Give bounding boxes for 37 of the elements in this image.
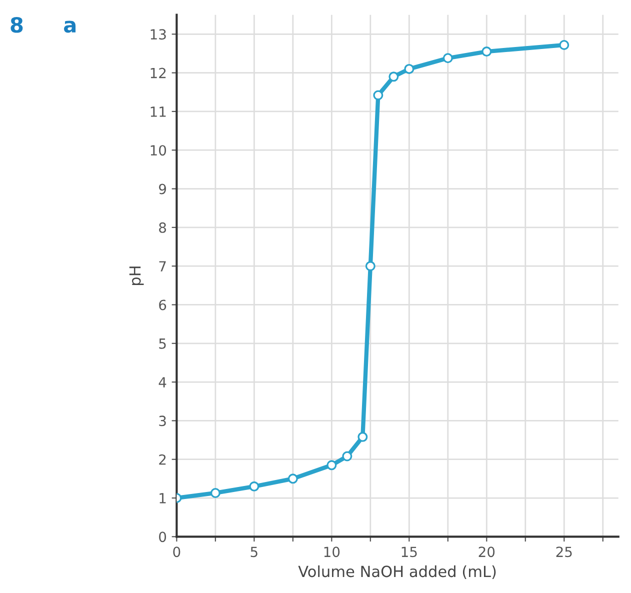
y-tick-label: 11 [150, 106, 166, 117]
point [326, 460, 337, 470]
x-axis-title: Volume NaOH added (mL) [298, 565, 496, 580]
point [373, 90, 384, 100]
y-tick-label: 10 [150, 145, 166, 156]
y-tick-label: 1 [160, 493, 166, 504]
point [249, 481, 260, 492]
point [388, 72, 399, 82]
x-tick-label: 10 [324, 546, 340, 558]
y-tick-label: 8 [159, 222, 166, 233]
point [210, 488, 220, 498]
y-tick-label: 2 [159, 454, 166, 465]
x-tick-label: 0 [173, 546, 180, 558]
y-tick-label: 3 [159, 416, 166, 426]
y-tick-label: 12 [150, 68, 166, 78]
point [365, 261, 376, 272]
y-axis-title: pH [129, 266, 144, 285]
y-tick-label: 4 [158, 377, 166, 388]
x-tick-label: 20 [478, 546, 495, 558]
y-tick-label: 5 [159, 338, 166, 349]
x-tick-label: 25 [556, 546, 572, 558]
y-tick-label: 13 [150, 29, 166, 40]
x-tick-label: 15 [402, 546, 417, 558]
y-tick-label: 6 [159, 300, 166, 310]
point [442, 53, 453, 64]
point [404, 64, 414, 74]
point [358, 432, 368, 442]
point [342, 451, 352, 462]
x-tick-label: 5 [250, 546, 258, 558]
text: a [64, 20, 76, 33]
point [482, 46, 492, 57]
y-tick-label: 0 [159, 532, 166, 542]
text: 8 [10, 16, 23, 33]
point [559, 40, 570, 50]
y-tick-label: 7 [159, 261, 166, 272]
point [288, 474, 298, 484]
y-tick-label: 9 [158, 184, 166, 194]
